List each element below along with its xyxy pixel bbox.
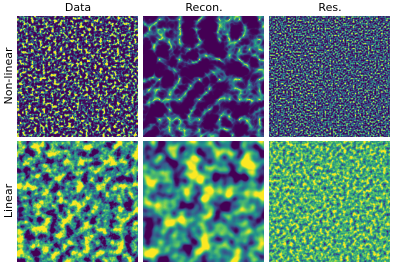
row-label: Linear [2,183,15,218]
image-panel [143,141,264,262]
image-panel [269,16,390,137]
column-title: Recon. [185,1,222,14]
row-label: Non-linear [2,47,15,104]
column-title: Data [65,1,91,14]
image-panel [143,16,264,137]
column-title: Res. [318,1,341,14]
image-panel [269,141,390,262]
image-panel [17,16,138,137]
image-panel [17,141,138,262]
